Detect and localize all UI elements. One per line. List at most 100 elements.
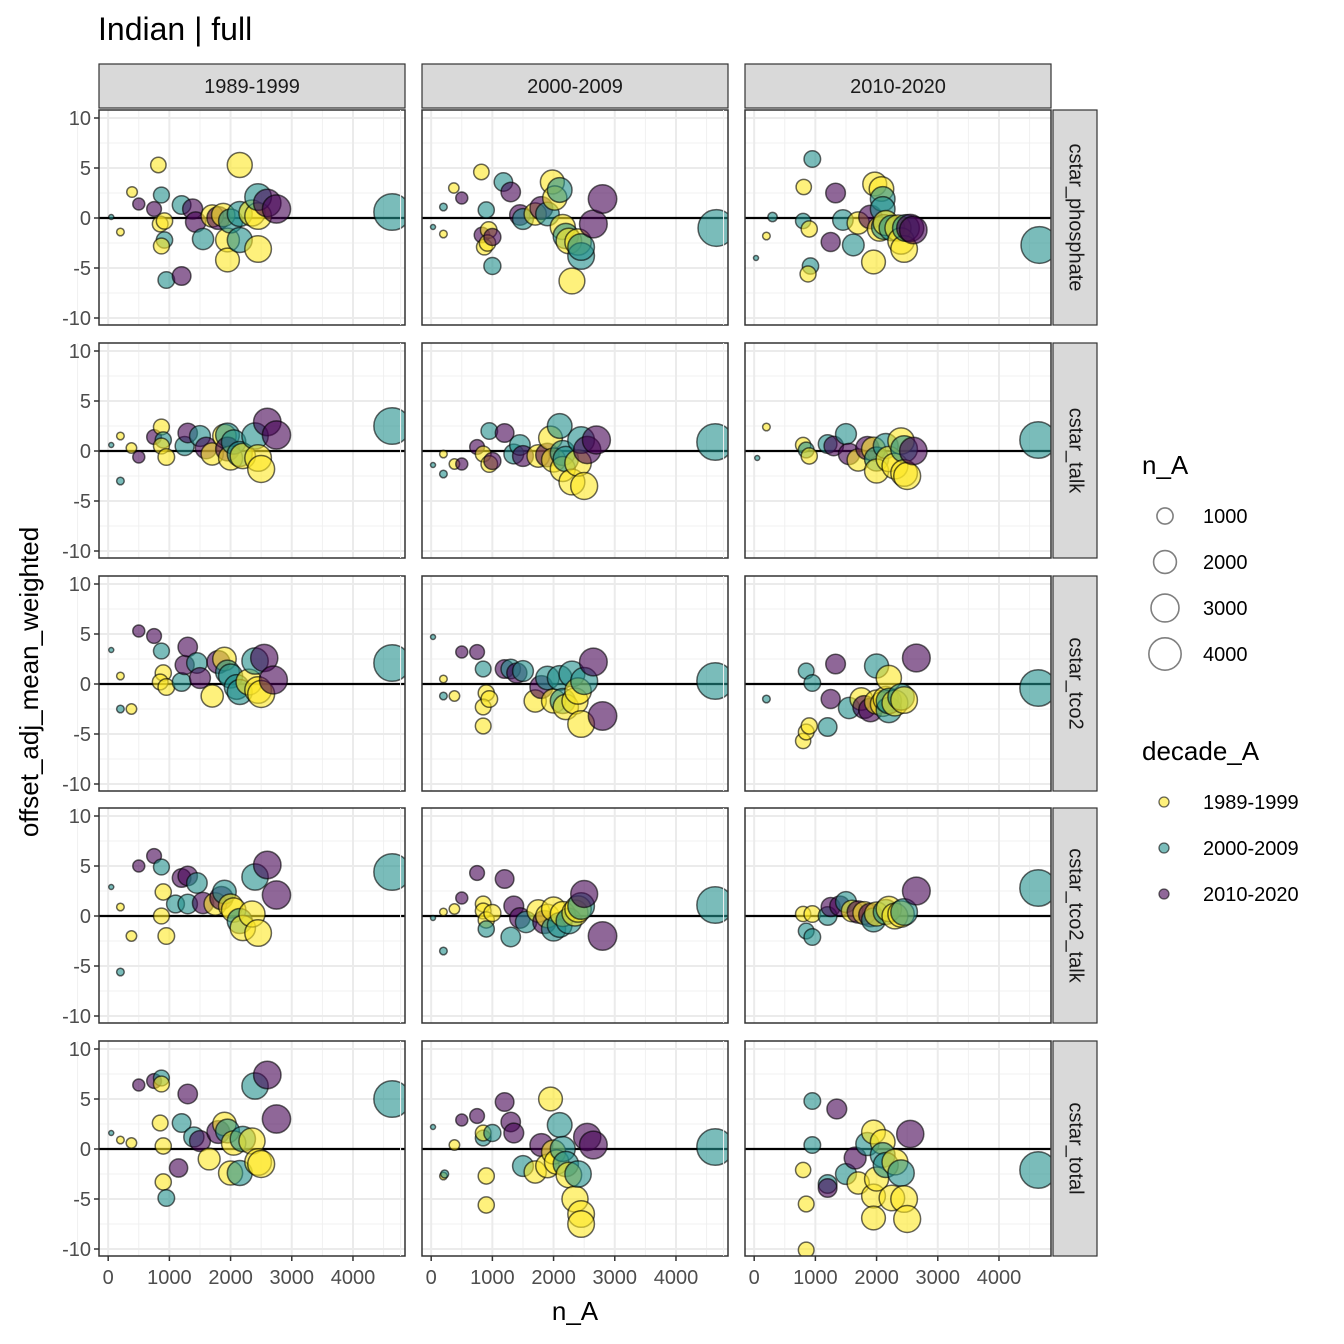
data-point xyxy=(500,181,522,203)
facet-panel: 0 1000 2000 3000 4000 xyxy=(723,1040,1052,1289)
data-point xyxy=(578,209,608,239)
size-legend-label: 1000 xyxy=(1203,506,1248,528)
data-point xyxy=(447,182,460,194)
points xyxy=(107,847,405,977)
points xyxy=(429,864,728,956)
size-legend-key xyxy=(1156,507,1174,525)
data-point xyxy=(564,1160,592,1188)
y-tick-label: 10 xyxy=(69,574,91,596)
data-point xyxy=(438,907,448,917)
facet-panel: -10 -5 0 5 10 xyxy=(62,574,406,796)
column-strip-label: 2000-2009 xyxy=(527,76,623,98)
color-legend: decade_A 1989-1999 2000-2009 2010-2020 xyxy=(1142,736,1299,906)
y-tick-label: 5 xyxy=(80,158,91,180)
y-tick-label: 5 xyxy=(80,1089,91,1111)
size-legend-label: 2000 xyxy=(1203,552,1248,574)
data-point xyxy=(125,185,139,199)
data-point xyxy=(578,1130,608,1160)
y-tick-label: 0 xyxy=(80,906,91,928)
data-point xyxy=(761,694,771,704)
y-tick-label: 10 xyxy=(69,1039,91,1061)
gridlines xyxy=(723,808,1051,1023)
facet-panel xyxy=(400,109,729,326)
data-point xyxy=(252,1060,282,1090)
data-point xyxy=(448,1139,461,1151)
data-point xyxy=(171,265,192,287)
data-point xyxy=(197,1147,221,1171)
data-point xyxy=(373,192,405,232)
data-point xyxy=(438,946,448,956)
data-point xyxy=(261,1104,292,1134)
data-point xyxy=(244,918,273,948)
data-point xyxy=(468,1107,486,1125)
row-strip: cstar_talk xyxy=(1052,342,1098,559)
facet-panel: -10 -5 0 5 10 xyxy=(62,341,406,563)
row-strip: cstar_phosphate xyxy=(1052,109,1098,326)
data-point xyxy=(107,883,115,891)
data-point xyxy=(188,666,212,690)
data-point xyxy=(115,902,125,912)
facet-panel: -10 -5 0 5 10 0 1000 2000 3000 4000 xyxy=(62,1039,406,1289)
data-point xyxy=(483,1123,502,1143)
data-point xyxy=(803,1135,822,1155)
data-point xyxy=(107,646,115,654)
panel-border xyxy=(744,1040,1052,1257)
data-point xyxy=(546,176,573,204)
points xyxy=(429,1086,728,1256)
data-point xyxy=(898,436,928,466)
data-point xyxy=(168,1158,189,1178)
data-point xyxy=(581,425,612,455)
data-point xyxy=(826,1098,848,1120)
data-point xyxy=(546,412,573,440)
data-point xyxy=(429,223,437,231)
data-point xyxy=(200,684,225,708)
points xyxy=(107,1060,405,1208)
data-point xyxy=(511,659,535,683)
row-strip-label: cstar_total xyxy=(1065,1102,1087,1194)
color-legend-label: 2000-2009 xyxy=(1203,838,1299,860)
data-point xyxy=(696,885,728,925)
color-legend-label: 2010-2020 xyxy=(1203,884,1299,906)
data-point xyxy=(697,208,728,248)
points xyxy=(794,868,1051,947)
data-point xyxy=(817,716,838,738)
data-point xyxy=(246,1149,276,1179)
y-tick-label: -10 xyxy=(62,1006,91,1028)
data-point xyxy=(1020,225,1051,265)
panel-border xyxy=(421,342,729,559)
color-legend-key xyxy=(1158,888,1170,900)
data-point xyxy=(246,454,276,484)
data-point xyxy=(244,234,273,264)
data-point xyxy=(438,202,448,212)
data-point xyxy=(468,864,486,882)
data-point xyxy=(261,420,292,450)
row-strip: cstar_tco2_talk xyxy=(1052,807,1098,1024)
data-point xyxy=(115,967,125,977)
row-strip-label: cstar_tco2 xyxy=(1065,637,1087,729)
data-point xyxy=(125,1137,138,1149)
data-point xyxy=(107,441,115,449)
color-legend-label: 1989-1999 xyxy=(1203,792,1299,814)
data-point xyxy=(569,879,599,909)
panel-border xyxy=(744,807,1052,1024)
row-strip: cstar_total xyxy=(1052,1040,1098,1257)
facet-panel xyxy=(400,342,729,559)
facet-panel xyxy=(400,575,729,792)
color-legend-title: decade_A xyxy=(1142,736,1260,766)
y-tick-label: 10 xyxy=(69,108,91,130)
size-legend-label: 4000 xyxy=(1203,644,1248,666)
facet-panel: -10 -5 0 5 10 xyxy=(62,108,406,330)
data-point xyxy=(115,227,125,237)
data-point xyxy=(483,451,502,471)
data-point xyxy=(587,701,618,731)
data-point xyxy=(797,1241,815,1256)
x-axis-title: n_A xyxy=(552,1296,599,1326)
data-point xyxy=(125,703,138,715)
data-point xyxy=(252,850,282,880)
data-point xyxy=(1019,1150,1051,1190)
data-point xyxy=(803,1091,822,1111)
facet-panel: -10 -5 0 5 10 xyxy=(62,806,406,1028)
data-point xyxy=(500,926,522,948)
row-strip: cstar_tco2 xyxy=(1052,575,1098,792)
